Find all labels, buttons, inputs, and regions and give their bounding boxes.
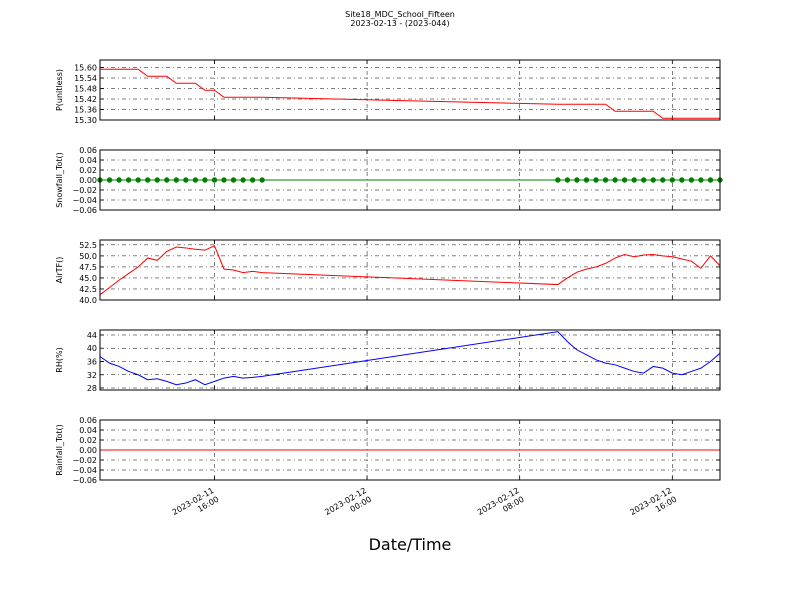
y-tick-label: 15.54 [74,74,97,83]
data-point [125,177,132,183]
plot-frame [99,329,721,391]
y-tick-label: 0.02 [79,166,97,175]
data-point [555,177,561,183]
y-tick-label: 0.02 [79,436,97,445]
data-point [688,177,695,183]
y-tick-label: 32 [87,371,97,380]
y-tick-label: −0.06 [72,206,97,215]
data-point [183,177,189,183]
y-tick-label: 52.5 [79,241,97,250]
data-point [669,177,676,183]
y-axis-label: P(unitless) [55,69,64,111]
plot-frame [99,419,721,481]
data-point [164,177,170,183]
data-point [583,177,590,183]
data-point [259,177,265,183]
y-tick-label: −0.06 [72,476,97,485]
y-tick-label: −0.02 [72,456,97,465]
x-tick-label: 2023-02-1200:00 [323,486,373,526]
y-tick-label: 0.00 [79,446,97,455]
data-point [135,177,141,183]
y-tick-label: 15.30 [74,116,97,125]
plot-frame [99,59,721,121]
y-tick-label: 47.5 [79,263,97,272]
x-tick-label: 2023-02-1116:00 [171,486,221,526]
y-axis-label: Rainfall_Tot() [55,424,64,476]
data-point [564,177,571,183]
y-tick-label: −0.04 [72,196,97,205]
y-tick-label: −0.02 [72,186,97,195]
data-point [116,177,122,183]
y-tick-label: 0.06 [79,416,97,425]
y-tick-label: −0.04 [72,466,97,475]
y-tick-label: 0.04 [79,426,97,435]
data-line [100,68,720,119]
data-point [602,177,609,183]
data-point [679,177,685,183]
data-point [202,177,208,183]
y-tick-label: 50.0 [79,252,97,261]
data-point [707,177,714,183]
data-point [621,177,628,183]
y-axis-label: Snowfall_Tot() [55,152,64,208]
data-point [230,177,237,183]
data-point [593,177,599,183]
y-tick-label: 0.04 [79,156,97,165]
x-tick-label: 2023-02-1208:00 [476,486,526,526]
data-point [173,177,180,183]
x-tick-label: 2023-02-1216:00 [629,486,679,526]
data-point [574,177,580,183]
data-point [631,177,637,183]
y-axis-label: RH(%) [55,347,64,372]
y-tick-label: 0.06 [79,146,97,155]
y-tick-label: 44 [87,331,97,340]
y-tick-label: 15.60 [74,64,97,73]
chart-subtitle: 2023-02-13 - (2023-044) [350,19,449,28]
data-point [249,177,256,183]
data-point [221,177,227,183]
data-point [211,177,218,183]
y-tick-label: 0.00 [79,176,97,185]
x-axis-label: Date/Time [369,535,452,554]
data-point [144,177,151,183]
y-tick-label: 15.36 [74,106,97,115]
data-point [154,177,160,183]
y-tick-label: 15.42 [74,95,97,104]
y-tick-label: 45.0 [79,274,97,283]
data-line [99,245,721,296]
data-point [660,177,666,183]
y-tick-label: 40 [87,344,97,353]
y-tick-label: 28 [87,384,97,393]
y-axis-label: AirTF() [55,257,64,284]
data-point [192,177,199,183]
chart-title: Site18_MDC_School_Fifteen [345,10,455,19]
plot-frame [99,239,721,301]
y-tick-label: 40.0 [79,296,97,305]
data-line [99,331,721,386]
y-tick-label: 42.5 [79,285,97,294]
data-point [612,177,618,183]
y-tick-label: 15.48 [74,85,97,94]
data-point [240,177,246,183]
data-point [106,177,113,183]
plot-frame [99,149,721,211]
data-point [650,177,656,183]
data-point [698,177,704,183]
data-point [640,177,647,183]
y-tick-label: 36 [87,357,97,366]
